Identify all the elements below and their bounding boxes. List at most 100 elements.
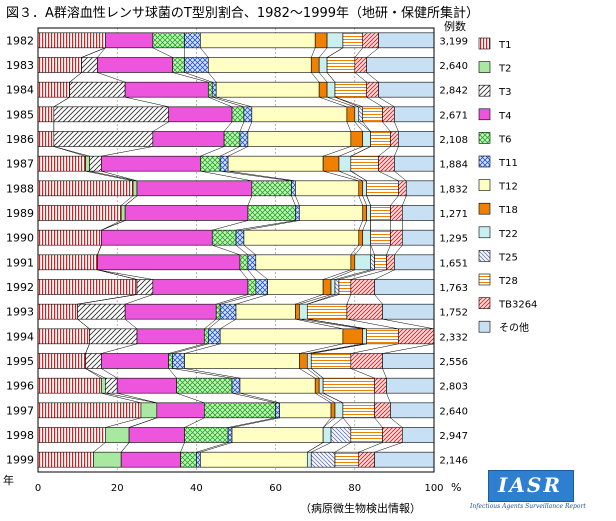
connector-1995-T18 [307, 368, 320, 379]
legend-label-その他: その他 [499, 321, 529, 334]
legend-swatch-T4 [478, 108, 491, 121]
connector-1996-T3 [117, 392, 157, 404]
bar-1988-T12 [295, 180, 360, 197]
year-label-1983: 1983 [6, 59, 34, 72]
bar-1999-その他 [374, 451, 435, 468]
bar-1983-T22 [318, 57, 328, 73]
bar-1998-その他 [402, 427, 435, 443]
connector-1990-TB3264 [394, 245, 403, 255]
bar-1992-T1 [37, 279, 138, 295]
count-label-1989: 1,271 [439, 209, 468, 220]
connector-1992-T18 [299, 294, 332, 305]
bar-1997-T6 [204, 402, 276, 419]
bar-1982-T11 [184, 32, 201, 49]
bar-1988-T6 [251, 180, 292, 197]
connector-1994-T2 [85, 343, 90, 354]
connector-1993-T12 [295, 318, 343, 330]
bar-1993-T1 [37, 303, 78, 320]
connector-1996-T2 [105, 392, 157, 404]
connector-1985-T18 [354, 121, 363, 132]
bar-1990-T11 [235, 229, 245, 246]
bar-1982-TB3264 [362, 32, 379, 49]
source-note: （病原微生物検出情報） [300, 501, 421, 515]
bar-1995-T6 [168, 353, 173, 369]
connector-1997-T1 [105, 417, 142, 428]
bar-1991-T11 [247, 254, 257, 271]
bar-1985-T6 [231, 106, 245, 123]
bar-1986-その他 [398, 131, 435, 147]
connector-1983-T18 [318, 72, 328, 83]
bar-1994-T11 [207, 328, 221, 345]
bar-1987-T28 [350, 155, 379, 172]
bar-1994-T6 [204, 328, 209, 345]
connector-1986-T6 [220, 146, 241, 157]
bar-1988-その他 [405, 180, 435, 197]
bar-1990-その他 [402, 229, 435, 246]
bar-1996-T4 [116, 377, 177, 394]
bar-1988-T18 [358, 180, 364, 197]
connector-1988-T12 [358, 195, 363, 206]
connector-1997-T12 [322, 417, 332, 428]
legend-swatch-T6 [478, 132, 491, 144]
bar-1998-T4 [128, 427, 185, 443]
bar-1999-T2 [93, 451, 122, 468]
bar-1995-T4 [101, 353, 169, 369]
connector-1984-T12 [319, 96, 347, 108]
year-labels: 1982 1983 1984 1985 1986 1987 1988 1989 1990 1991… [6, 34, 34, 466]
connector-1984-T18 [326, 96, 355, 108]
connector-1983-T12 [311, 72, 320, 83]
bar-1993-T12 [235, 303, 296, 320]
year-label-1986: 1986 [6, 133, 34, 146]
bar-1992-T4 [152, 279, 249, 295]
bar-1998-T28 [350, 427, 383, 443]
bar-1998-T25 [330, 427, 352, 443]
bar-1989-T2 [120, 205, 126, 221]
bar-1984-T1 [37, 81, 70, 98]
bar-1991-T18 [350, 254, 356, 271]
bar-1987-T22 [338, 155, 352, 172]
count-label-1993: 1,752 [439, 308, 468, 319]
connector-1982-T25 [326, 47, 344, 58]
bar-1983-T1 [37, 57, 82, 73]
connector-1984-T28 [366, 96, 383, 108]
bar-1985-T4 [168, 106, 233, 123]
count-label-1995: 2,556 [439, 357, 468, 368]
bar-1991-TB3264 [386, 254, 395, 271]
bar-1999-T4 [120, 451, 181, 468]
bar-1993-T6 [215, 303, 221, 320]
connector-1997-T28 [374, 417, 383, 428]
bar-1997-T11 [275, 402, 280, 419]
legend-label-T25: T25 [498, 252, 518, 263]
bar-1996-T6 [176, 377, 233, 394]
bar-1986-T12 [247, 131, 352, 147]
connector-1990-T25 [370, 245, 375, 255]
bar-1986-T3 [53, 131, 154, 147]
bar-1997-T4 [156, 402, 205, 419]
bar-1983-T12 [207, 57, 312, 73]
connector-1998-T6 [196, 442, 229, 453]
connector-1987-T1 [85, 170, 134, 182]
bar-1984-T3 [69, 81, 126, 98]
bar-1993-その他 [382, 303, 435, 320]
bar-1999-T12 [200, 451, 308, 468]
bar-1996-TB3264 [374, 377, 387, 394]
legend-label-T28: T28 [498, 276, 518, 287]
bar-1997-T12 [279, 402, 332, 419]
connector-1994-T18 [307, 343, 363, 354]
connector-1990-T28 [386, 245, 391, 255]
bar-1985-その他 [394, 106, 435, 123]
connector-1998-T18 [307, 442, 324, 453]
bar-1989-T28 [370, 205, 391, 221]
connector-1987-T2 [89, 170, 138, 182]
bar-1983-T4 [97, 57, 173, 73]
connector-1991-T22 [334, 269, 371, 280]
bar-1999-TB3264 [358, 451, 375, 468]
legend-label-TB3264: TB3264 [498, 300, 537, 311]
bar-1985-T3 [53, 106, 169, 123]
x-axis-label: % [451, 481, 461, 494]
bar-1984-T22 [326, 81, 336, 98]
bar-1985-T28 [362, 106, 383, 123]
bar-1982-T18 [314, 32, 328, 49]
bar-1998-T2 [105, 427, 130, 443]
bar-1992-T25 [334, 279, 340, 295]
